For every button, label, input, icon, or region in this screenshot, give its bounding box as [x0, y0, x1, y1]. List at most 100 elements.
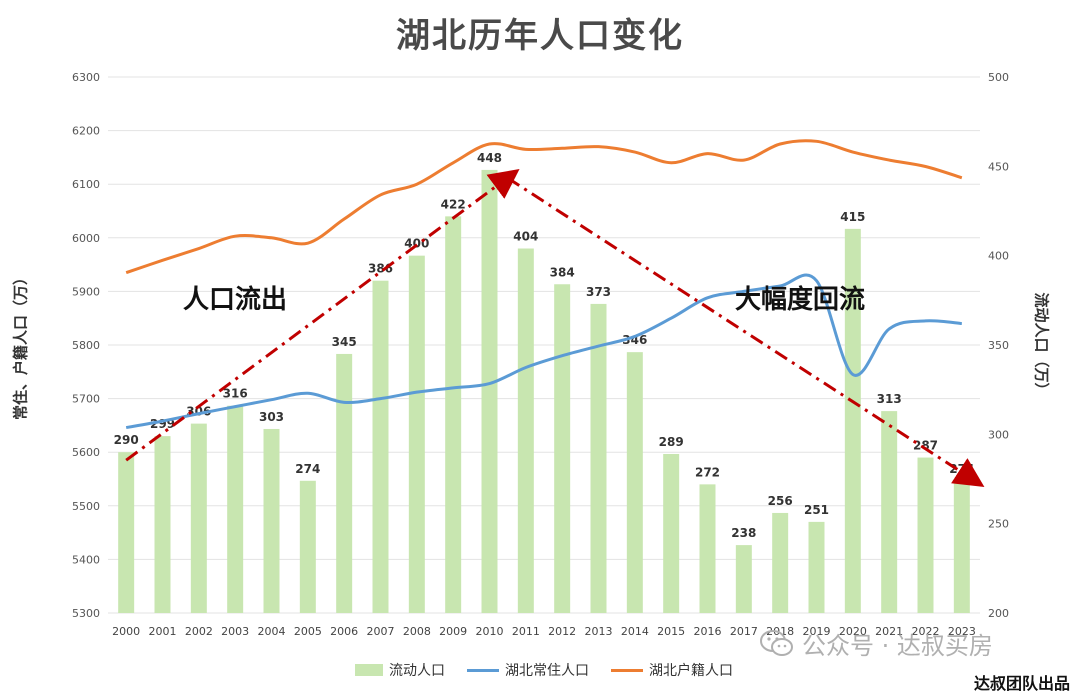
- bar-value-label: 386: [368, 262, 393, 276]
- x-tick-label: 2010: [476, 625, 504, 638]
- x-tick-label: 2017: [730, 625, 758, 638]
- legend-label-orange: 湖北户籍人口: [649, 663, 733, 679]
- x-tick-label: 2000: [112, 625, 140, 638]
- bar: [190, 423, 207, 613]
- bar: [663, 453, 680, 613]
- bar: [263, 428, 280, 613]
- bar-value-label: 384: [550, 265, 575, 279]
- y-tick-left: 5700: [72, 393, 100, 406]
- chart-title: 湖北历年人口变化: [396, 16, 684, 56]
- x-tick-label: 2020: [839, 625, 867, 638]
- legend-swatch-bar: [355, 664, 383, 676]
- y-tick-left: 6200: [72, 125, 100, 138]
- x-tick-label: 2014: [621, 625, 649, 638]
- annotation-outflow: 人口流出: [183, 285, 288, 315]
- bar: [953, 480, 970, 613]
- x-tick-label: 2015: [657, 625, 685, 638]
- wechat-icon: [760, 629, 793, 656]
- bar: [772, 512, 789, 613]
- x-tick-label: 2005: [294, 625, 322, 638]
- bar: [881, 411, 898, 613]
- bar: [336, 353, 353, 613]
- x-tick-label: 2019: [803, 625, 831, 638]
- bar-value-label: 274: [295, 462, 320, 476]
- bar-value-label: 316: [223, 387, 248, 401]
- legend-label-blue: 湖北常住人口: [505, 663, 589, 679]
- legend-item-orange: 湖北户籍人口: [611, 660, 733, 680]
- bar-value-label: 289: [659, 435, 684, 449]
- bar-value-label: 422: [441, 197, 466, 211]
- x-tick-label: 2008: [403, 625, 431, 638]
- y-tick-right: 250: [988, 518, 1009, 531]
- watermark-text: 公众号 · 达叔买房: [802, 632, 993, 660]
- bar: [554, 284, 571, 613]
- bar-value-label: 251: [804, 503, 829, 517]
- bar-value-label: 272: [695, 465, 720, 479]
- x-tick-label: 2011: [512, 625, 540, 638]
- annotation-backflow: 大幅度回流: [735, 285, 866, 315]
- x-tick-label: 2006: [330, 625, 358, 638]
- bar: [517, 248, 534, 613]
- bar-value-label: 345: [332, 335, 357, 349]
- bar: [227, 405, 244, 613]
- legend-item-bar: 流动人口: [355, 660, 445, 680]
- y-tick-right: 450: [988, 160, 1009, 173]
- x-tick-label: 2023: [948, 625, 976, 638]
- bar-value-label: 287: [913, 439, 938, 453]
- x-tick-label: 2007: [367, 625, 395, 638]
- x-tick-label: 2001: [149, 625, 177, 638]
- bar: [699, 484, 716, 613]
- y-tick-left: 5600: [72, 446, 100, 459]
- bar: [445, 216, 462, 614]
- y-tick-left: 5300: [72, 607, 100, 620]
- y-tick-right: 350: [988, 339, 1009, 352]
- bar: [408, 255, 425, 613]
- y-tick-left: 5900: [72, 285, 100, 298]
- bar-value-label: 256: [768, 494, 793, 508]
- bar: [372, 280, 389, 613]
- legend-item-blue: 湖北常住人口: [467, 660, 589, 680]
- bar: [844, 228, 861, 613]
- y-tick-left: 6000: [72, 232, 100, 245]
- bar-value-label: 313: [877, 392, 902, 406]
- bar-value-label: 400: [404, 237, 429, 251]
- x-tick-label: 2022: [912, 625, 940, 638]
- x-tick-label: 2013: [585, 625, 613, 638]
- bar: [590, 303, 607, 613]
- bar-value-label: 303: [259, 410, 284, 424]
- y-tick-right: 200: [988, 607, 1009, 620]
- x-tick-label: 2016: [694, 625, 722, 638]
- bar-value-label: 290: [114, 433, 139, 447]
- y-tick-left: 5500: [72, 500, 100, 513]
- bar: [917, 457, 934, 613]
- x-tick-label: 2002: [185, 625, 213, 638]
- bar-value-label: 238: [731, 526, 756, 540]
- credit: 达叔团队出品: [973, 674, 1070, 693]
- series-line-huji: [125, 139, 963, 275]
- bar-value-label: 346: [622, 333, 647, 347]
- bar-value-label: 404: [513, 230, 538, 244]
- y-tick-right: 500: [988, 71, 1009, 84]
- x-tick-label: 2012: [548, 625, 576, 638]
- series-line-changzhu: [125, 273, 962, 430]
- bar-value-label: 415: [840, 210, 865, 224]
- x-tick-label: 2004: [258, 625, 286, 638]
- x-tick-label: 2009: [439, 625, 467, 638]
- bar: [154, 436, 171, 613]
- y-tick-left: 5400: [72, 553, 100, 566]
- x-tick-label: 2003: [221, 625, 249, 638]
- y-tick-right: 300: [988, 428, 1009, 441]
- y-tick-left: 6300: [72, 71, 100, 84]
- legend: 流动人口 湖北常住人口 湖北户籍人口: [355, 660, 733, 680]
- y-tick-left: 6100: [72, 178, 100, 191]
- y-tick-left: 5800: [72, 339, 100, 352]
- legend-swatch-blue: [467, 668, 499, 672]
- bar: [808, 521, 825, 613]
- bar: [626, 352, 643, 613]
- bar: [118, 452, 135, 613]
- watermark: 公众号 · 达叔买房: [760, 626, 993, 661]
- bar: [299, 480, 316, 613]
- legend-label-bar: 流动人口: [389, 663, 445, 679]
